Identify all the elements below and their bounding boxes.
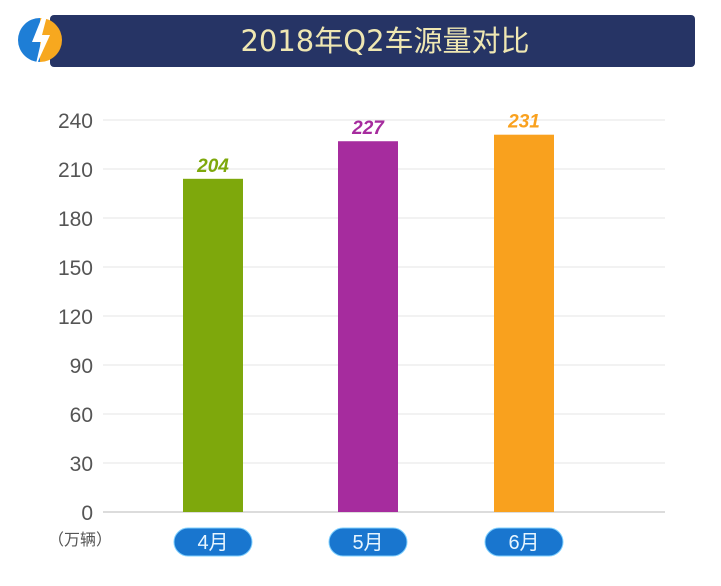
y-tick-label: 150: [58, 257, 93, 280]
x-tick-label: 5月: [352, 532, 383, 554]
y-tick-label: 60: [70, 404, 93, 427]
x-tick-label: 6月: [508, 532, 539, 554]
category-pill: [328, 527, 408, 557]
y-axis-unit: （万辆）: [48, 530, 112, 549]
bars: 204 227 231: [183, 112, 554, 513]
category-pill: [173, 527, 253, 557]
y-tick-label: 180: [58, 208, 93, 231]
bar: [183, 178, 243, 513]
data-label: 231: [507, 112, 540, 133]
chart-title: 2018年Q2车源量对比: [240, 24, 529, 58]
y-tick-label: 210: [58, 159, 93, 182]
header: 2018年Q2车源量对比: [18, 12, 695, 68]
y-tick-label: 30: [70, 453, 93, 476]
data-label: 204: [196, 156, 229, 177]
x-axis-categories: 4月 5月 6月: [173, 527, 564, 557]
y-axis-ticks: 0 30 60 90 120 150 180 210 240: [58, 110, 93, 525]
data-label: 227: [351, 118, 385, 139]
y-tick-label: 0: [81, 502, 93, 525]
y-tick-label: 240: [58, 110, 93, 133]
bar: [494, 134, 554, 512]
y-tick-label: 120: [58, 306, 93, 329]
lightning-bolt-icon: [18, 12, 62, 68]
category-pill: [484, 527, 564, 557]
bar: [338, 141, 398, 512]
x-tick-label: 4月: [197, 532, 228, 554]
y-tick-label: 90: [70, 355, 93, 378]
title-banner: [50, 15, 695, 67]
